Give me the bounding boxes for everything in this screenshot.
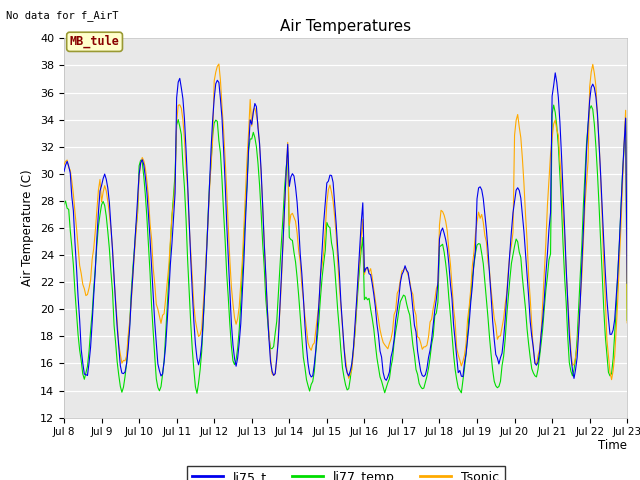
Text: MB_tule: MB_tule (70, 35, 120, 48)
Y-axis label: Air Temperature (C): Air Temperature (C) (22, 170, 35, 286)
Title: Air Temperatures: Air Temperatures (280, 20, 411, 35)
X-axis label: Time: Time (598, 439, 627, 452)
Text: No data for f_AirT: No data for f_AirT (6, 10, 119, 21)
Legend: li75_t, li77_temp, Tsonic: li75_t, li77_temp, Tsonic (187, 466, 504, 480)
